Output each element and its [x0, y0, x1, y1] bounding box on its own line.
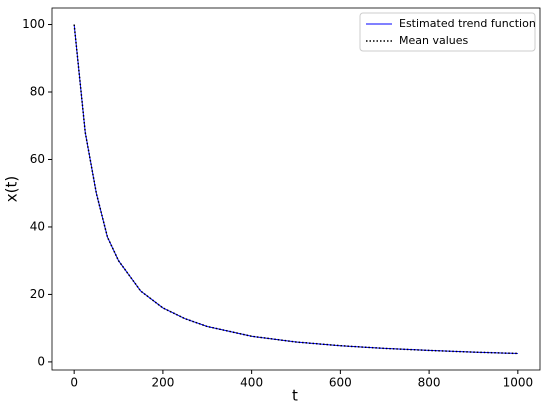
x-tick-label: 200: [151, 376, 174, 390]
y-tick-label: 20: [30, 287, 45, 301]
plot-frame: [51, 7, 541, 371]
x-tick-label: 400: [240, 376, 263, 390]
y-tick-label: 80: [30, 85, 45, 99]
legend-label: Estimated trend function: [399, 17, 536, 30]
x-tick-label: 1000: [503, 376, 534, 390]
y-axis-label: x(t): [3, 176, 21, 202]
series-line: [73, 24, 518, 354]
y-tick-label: 40: [30, 219, 45, 233]
x-tick-label: 600: [329, 376, 352, 390]
y-tick-label: 0: [37, 354, 45, 368]
x-tick-label: 0: [70, 376, 78, 390]
legend-box: [359, 12, 536, 52]
x-tick-label: 800: [418, 376, 441, 390]
x-axis-label: t: [292, 387, 298, 405]
series-line: [73, 24, 518, 355]
legend-label: Mean values: [399, 34, 469, 47]
y-tick-label: 100: [22, 17, 45, 31]
y-tick-label: 60: [30, 152, 45, 166]
